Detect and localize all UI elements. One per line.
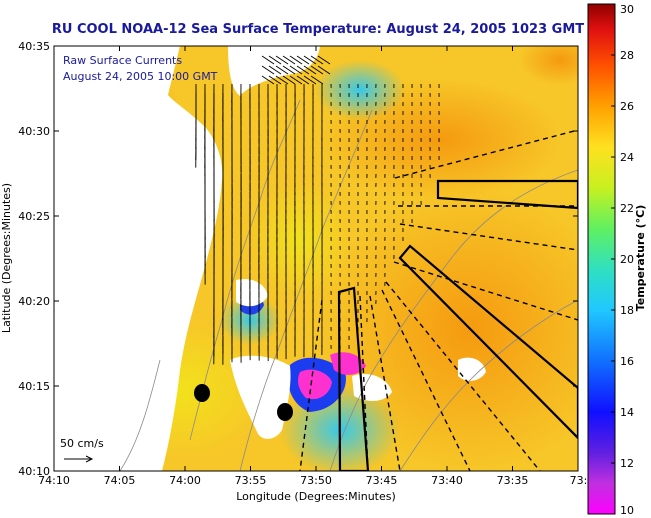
transect-1	[394, 129, 578, 179]
colorbar-tick-label: 22	[620, 202, 634, 215]
x-tick-label: 74:00	[169, 474, 201, 487]
station-marker-1	[194, 384, 210, 402]
scale-arrowhead	[85, 455, 94, 463]
inset-line-2: August 24, 2005 10:00 GMT	[63, 70, 218, 83]
current-vector	[282, 75, 296, 85]
current-vector	[261, 55, 275, 65]
colorbar-label: Temperature (°C)	[634, 205, 647, 312]
station-marker-2	[277, 403, 293, 421]
bathymetry-contour-2	[239, 109, 373, 471]
x-tick-label: 73:45	[366, 474, 398, 487]
current-vector	[275, 65, 289, 75]
box-east	[436, 179, 578, 210]
y-axis-ticks: 40:35 40:30 40:25 40:20 40:15 40:10	[18, 40, 578, 478]
current-vector	[310, 75, 324, 85]
cloud-mask-4	[458, 357, 486, 381]
current-vector	[289, 65, 303, 75]
x-axis-label: Longitude (Degrees:Minutes)	[236, 490, 396, 503]
colorbar-tick-label: 18	[620, 304, 634, 317]
bathymetry-contour-4	[399, 299, 578, 471]
current-vector	[296, 55, 310, 65]
current-vector	[303, 55, 317, 65]
current-vectors	[195, 55, 440, 365]
y-tick-label: 40:25	[18, 210, 50, 223]
colorbar-ticks: 30 28 26 24 22 20 18 16 14 12 10	[611, 3, 634, 517]
current-vector	[296, 75, 310, 85]
warm-region-corner	[520, 46, 578, 85]
colorbar-tick-label: 20	[620, 253, 634, 266]
current-vector	[317, 65, 331, 75]
y-tick-label: 40:35	[18, 40, 50, 53]
inset-line-1: Raw Surface Currents	[63, 54, 182, 67]
colorbar-tick-label: 30	[620, 3, 634, 16]
current-vector	[268, 65, 282, 75]
current-vector	[303, 75, 317, 85]
land-north	[228, 46, 320, 96]
y-tick-label: 40:15	[18, 380, 50, 393]
current-vector	[275, 55, 289, 65]
x-tick-label: 74:05	[104, 474, 136, 487]
land-shoreline	[54, 46, 223, 471]
cold-magenta-patch	[298, 369, 332, 400]
transect-7	[369, 295, 401, 471]
current-vector	[296, 65, 310, 75]
bathymetry-contour-5	[119, 359, 161, 471]
land-spit	[168, 150, 186, 220]
transect-5	[385, 281, 541, 471]
sst-field	[54, 46, 578, 471]
x-tick-label: 73:35	[497, 474, 529, 487]
x-tick-label: 73:50	[300, 474, 332, 487]
x-tick-label: 74:10	[38, 474, 70, 487]
colorbar-tick-label: 24	[620, 151, 634, 164]
colorbar	[587, 3, 616, 515]
cool-region-north	[315, 60, 405, 120]
colorbar-tick-label: 12	[620, 457, 634, 470]
chart-title: RU COOL NOAA-12 Sea Surface Temperature:…	[52, 22, 584, 37]
current-vector	[268, 75, 282, 85]
current-vector	[275, 75, 289, 85]
current-vector	[282, 55, 296, 65]
current-vector	[261, 65, 275, 75]
colorbar-tick-label: 26	[620, 100, 634, 113]
y-tick-label: 40:10	[18, 465, 50, 478]
y-axis-label: Latitude (Degrees:Minutes)	[0, 183, 13, 333]
current-vector	[310, 55, 324, 65]
dashed-transects	[299, 129, 578, 471]
yellow-region-center	[250, 180, 350, 300]
colorbar-tick-label: 16	[620, 355, 634, 368]
x-tick-label: 73:55	[235, 474, 267, 487]
current-vector	[289, 75, 303, 85]
colorbar-tick-label: 28	[620, 49, 634, 62]
bathymetry-contour-1	[189, 99, 301, 441]
current-vector	[261, 75, 275, 85]
x-tick-label: 73:40	[431, 474, 463, 487]
scale-label: 50 cm/s	[60, 437, 104, 450]
current-vector	[268, 55, 282, 65]
y-tick-label: 40:20	[18, 295, 50, 308]
transect-3	[399, 223, 578, 251]
colorbar-tick-label: 10	[620, 504, 634, 517]
current-vector	[310, 65, 324, 75]
cloud-mask-2	[230, 355, 291, 439]
study-boxes	[337, 179, 578, 471]
colorbar-tick-label: 14	[620, 406, 634, 419]
current-vector	[303, 65, 317, 75]
current-vector	[282, 65, 296, 75]
current-vector	[289, 55, 303, 65]
box-south	[337, 286, 370, 471]
transect-6	[381, 289, 471, 471]
transect-9	[299, 299, 323, 471]
cloud-mask-1	[236, 278, 268, 307]
y-tick-label: 40:30	[18, 125, 50, 138]
box-southeast	[398, 244, 578, 440]
current-vector	[317, 55, 331, 65]
